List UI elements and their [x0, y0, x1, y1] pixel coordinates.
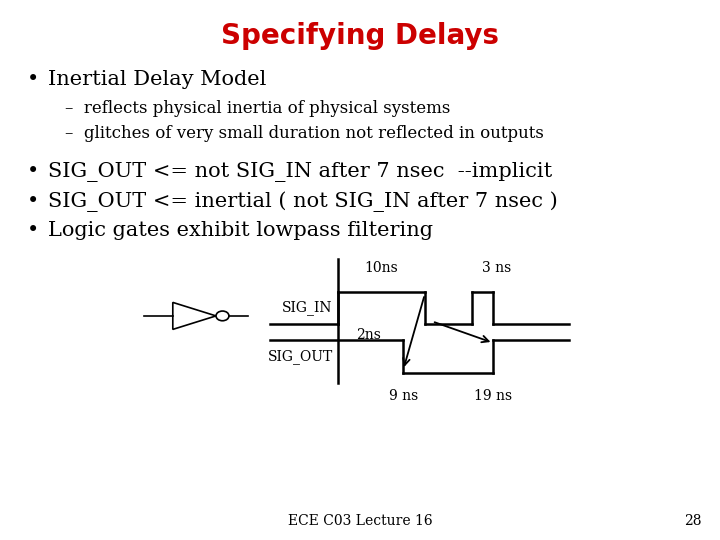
Text: •: •: [27, 192, 40, 211]
Text: •: •: [27, 70, 40, 89]
Text: 2ns: 2ns: [356, 328, 382, 342]
Text: Specifying Delays: Specifying Delays: [221, 22, 499, 50]
Text: •: •: [27, 162, 40, 181]
Text: SIG_OUT <= not SIG_IN after 7 nsec  --implicit: SIG_OUT <= not SIG_IN after 7 nsec --imp…: [48, 162, 552, 182]
Text: –  reflects physical inertia of physical systems: – reflects physical inertia of physical …: [65, 100, 450, 117]
Text: ECE C03 Lecture 16: ECE C03 Lecture 16: [288, 514, 432, 528]
Text: Logic gates exhibit lowpass filtering: Logic gates exhibit lowpass filtering: [48, 221, 433, 240]
Text: 3 ns: 3 ns: [482, 261, 511, 275]
Text: 10ns: 10ns: [365, 261, 398, 275]
Text: SIG_IN: SIG_IN: [282, 300, 333, 315]
Text: SIG_OUT: SIG_OUT: [267, 349, 333, 364]
Text: –  glitches of very small duration not reflected in outputs: – glitches of very small duration not re…: [65, 125, 544, 142]
Text: Inertial Delay Model: Inertial Delay Model: [48, 70, 266, 89]
Text: •: •: [27, 221, 40, 240]
Text: 9 ns: 9 ns: [389, 389, 418, 403]
Text: 28: 28: [685, 514, 702, 528]
Text: SIG_OUT <= inertial ( not SIG_IN after 7 nsec ): SIG_OUT <= inertial ( not SIG_IN after 7…: [48, 192, 557, 212]
Text: 19 ns: 19 ns: [474, 389, 512, 403]
